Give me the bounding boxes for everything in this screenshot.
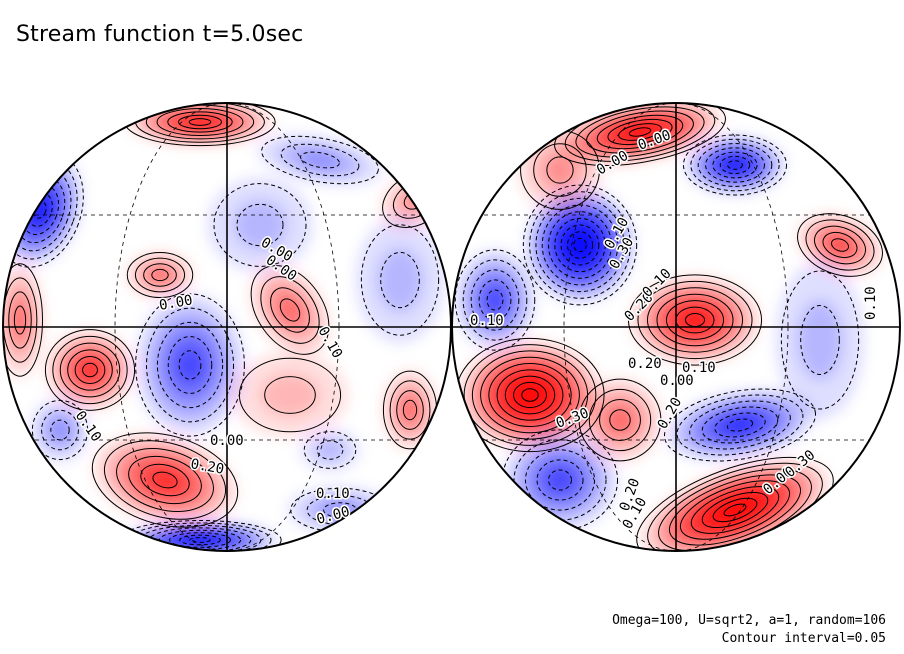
parameter-info: Omega=100, U=sqrt2, a=1, random=106 <box>612 613 886 628</box>
left-field <box>3 103 451 551</box>
plot-title: Stream function t=5.0sec <box>16 22 304 47</box>
right-contour-label: 0.20 <box>628 356 662 372</box>
right-contour-label: 0.10 <box>863 286 879 320</box>
left-hemisphere: 0.000.000.100.000.10 0.000.200.100.00 <box>2 102 452 552</box>
contour-interval-info: Contour interval=0.05 <box>721 631 886 646</box>
left-contour-label: 0.00 <box>210 433 244 449</box>
right-contour-label: 0.10 <box>682 360 716 376</box>
right-contour-label: 0.10 <box>470 313 504 329</box>
right-outline <box>451 102 901 552</box>
left-color-field <box>3 103 450 551</box>
right-contour-label: 0.00 <box>660 373 694 389</box>
right-color-field <box>455 103 883 551</box>
left-contour-label: 0.10 <box>316 486 350 502</box>
right-field <box>452 103 900 551</box>
right-hemisphere: 0.000.100.300.000.200.100.100.200.000.10… <box>451 102 901 552</box>
